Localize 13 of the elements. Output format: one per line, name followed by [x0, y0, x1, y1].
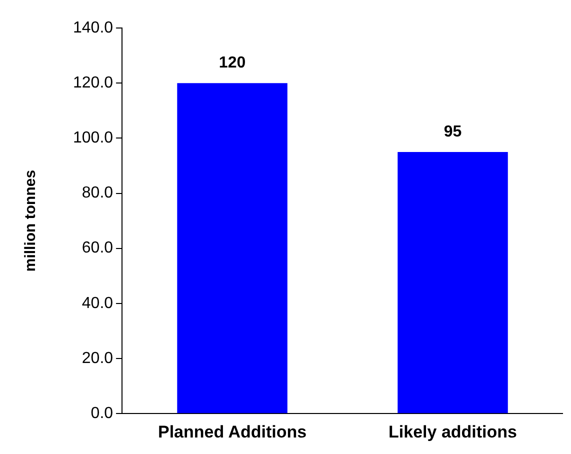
data-label: 95 [444, 123, 462, 140]
y-axis-title: million tonnes [22, 170, 40, 272]
y-tick-label: 100.0 [72, 130, 114, 147]
x-tick-label: Planned Additions [158, 422, 307, 442]
y-tick-label: 40.0 [82, 294, 114, 312]
y-tick-label: 80.0 [82, 184, 114, 202]
y-tick-label: 120.0 [72, 74, 114, 92]
y-tick-label: 60.0 [82, 240, 114, 257]
y-tick-label: 0.0 [90, 405, 114, 422]
x-tick-label: Likely additions [388, 422, 517, 442]
y-tick-label: 20.0 [82, 350, 114, 367]
y-tick-label: 140.0 [72, 19, 114, 36]
data-label: 120 [218, 54, 246, 72]
